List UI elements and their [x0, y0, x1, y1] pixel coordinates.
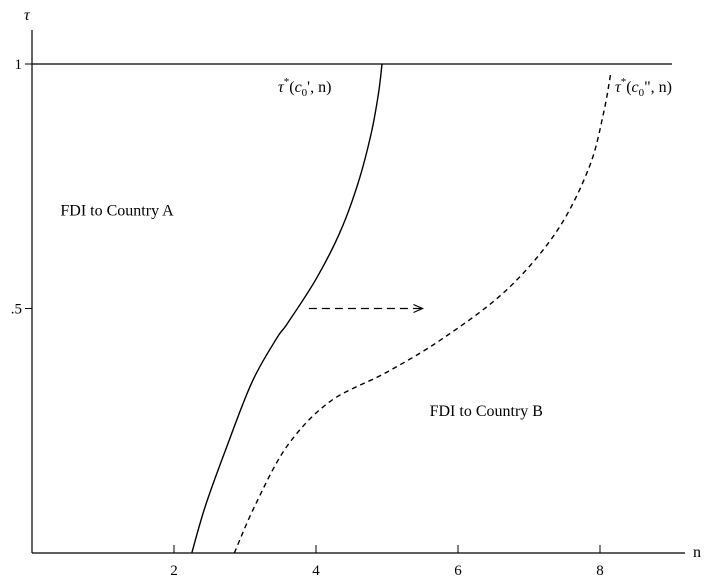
- x-axis-label: n: [693, 544, 701, 561]
- x-tick-label-6: 6: [454, 563, 462, 579]
- series-line-2: [233, 73, 612, 554]
- x-tick-label-8: 8: [596, 563, 604, 579]
- series-line-1: [191, 63, 383, 554]
- y-tick-label-0: .5: [11, 302, 22, 318]
- series-label-1: τ*(c0', n): [278, 76, 331, 99]
- y-tick-label-1: 1: [15, 57, 23, 73]
- x-tick-label-2: 2: [170, 563, 178, 579]
- x-tick-label-4: 4: [312, 563, 320, 579]
- region-label-2: FDI to Country B: [430, 403, 543, 420]
- shift-arrow-head: [413, 303, 424, 314]
- y-axis-label: τ: [24, 7, 31, 24]
- region-label-1: FDI to Country A: [60, 203, 174, 220]
- series-label-2: τ*(c0", n): [615, 76, 672, 99]
